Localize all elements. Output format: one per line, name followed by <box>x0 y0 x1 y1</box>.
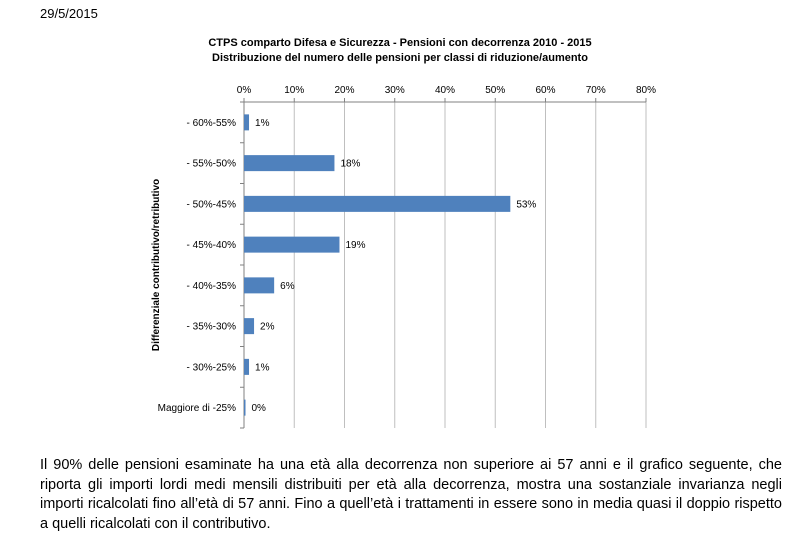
x-tick-label: 50% <box>485 85 505 96</box>
page-date: 29/5/2015 <box>40 6 98 21</box>
chart-subtitle: Distribuzione del numero delle pensioni … <box>212 52 588 64</box>
data-label: 2% <box>260 322 275 333</box>
x-tick-label: 70% <box>586 85 606 96</box>
category-label: - 60%-55% <box>187 118 237 129</box>
chart-title-block: CTPS comparto Difesa e Sicurezza - Pensi… <box>0 36 800 66</box>
category-label: - 30%-25% <box>187 362 237 373</box>
data-label: 0% <box>252 403 267 414</box>
bar <box>244 358 250 375</box>
bar <box>244 318 255 335</box>
data-label: 1% <box>255 362 270 373</box>
bar <box>244 114 250 131</box>
bar <box>244 399 246 416</box>
x-tick-label: 30% <box>385 85 405 96</box>
bar-chart: 0% 10% 20% 30% 40% 50% 60% 70% 80% - 60%-55% 1% - 5… <box>151 85 656 429</box>
body-paragraph: Il 90% delle pensioni esaminate ha una e… <box>40 457 782 532</box>
x-tick-label: 40% <box>435 85 455 96</box>
x-tick-label: 10% <box>284 85 304 96</box>
data-label: 6% <box>280 281 295 292</box>
bar <box>244 236 340 253</box>
category-label: Maggiore di -25% <box>158 403 236 414</box>
category-label: - 35%-30% <box>187 322 237 333</box>
data-label: 1% <box>255 118 270 129</box>
category-label: - 40%-35% <box>187 281 237 292</box>
x-tick-label: 60% <box>535 85 555 96</box>
data-label: 18% <box>340 159 360 170</box>
x-tick-label: 80% <box>636 85 656 96</box>
data-label: 19% <box>345 240 365 251</box>
bar <box>244 277 275 294</box>
y-axis-title: Differenziale contributivo/retributivo <box>151 179 162 351</box>
category-label: - 45%-40% <box>187 240 237 251</box>
x-tick-label: 20% <box>334 85 354 96</box>
x-tick-label: 0% <box>237 85 252 96</box>
bar <box>244 195 511 212</box>
category-label: - 55%-50% <box>187 159 237 170</box>
bar <box>244 155 335 172</box>
category-label: - 50%-45% <box>187 199 237 210</box>
data-label: 53% <box>516 199 536 210</box>
chart-title: CTPS comparto Difesa e Sicurezza - Pensi… <box>208 37 592 49</box>
